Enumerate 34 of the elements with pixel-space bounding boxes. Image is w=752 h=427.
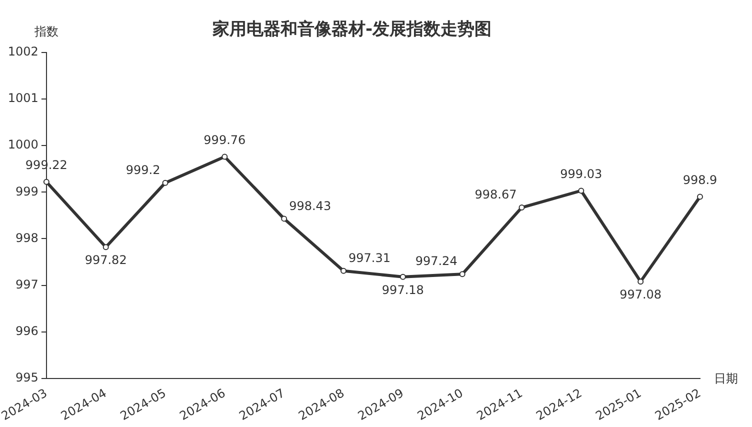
- data-label: 997.08: [620, 288, 662, 302]
- y-tick-label: 998: [16, 230, 38, 245]
- y-tick-label: 997: [16, 277, 38, 292]
- point: [102, 244, 109, 250]
- data-label: 997.24: [415, 254, 458, 268]
- data-label: 997.18: [382, 283, 424, 298]
- point: [222, 154, 228, 160]
- point: [340, 268, 347, 274]
- point: [697, 194, 703, 200]
- y-tick-label: 996: [16, 324, 38, 338]
- point: [459, 271, 466, 278]
- data-label: 997.31: [348, 250, 391, 265]
- point: [638, 278, 644, 285]
- data-label: 998.43: [289, 198, 332, 213]
- data-label: 998.9: [682, 172, 718, 187]
- point: [578, 188, 584, 194]
- data-label: 999.76: [204, 132, 246, 147]
- y-tick-label: 1002: [8, 44, 38, 59]
- point: [518, 204, 525, 211]
- y-tick-label: 995: [16, 370, 38, 385]
- y-axis-title: 指数: [33, 24, 58, 39]
- data-label: 997.82: [84, 253, 127, 268]
- point: [400, 274, 406, 280]
- point: [43, 178, 50, 185]
- point: [162, 180, 168, 186]
- y-tick-label: 1001: [8, 91, 38, 106]
- data-label: 998.67: [474, 188, 517, 202]
- data-label: 999.03: [560, 166, 602, 181]
- data-label: 999.2: [126, 162, 160, 177]
- point: [281, 216, 288, 222]
- y-tick-label: 1000: [8, 138, 38, 152]
- x-axis-title: 日期: [714, 372, 738, 386]
- chart-title: 家用电器和音像器材-发展指数走势图: [211, 20, 492, 40]
- y-tick-label: 999: [16, 184, 38, 198]
